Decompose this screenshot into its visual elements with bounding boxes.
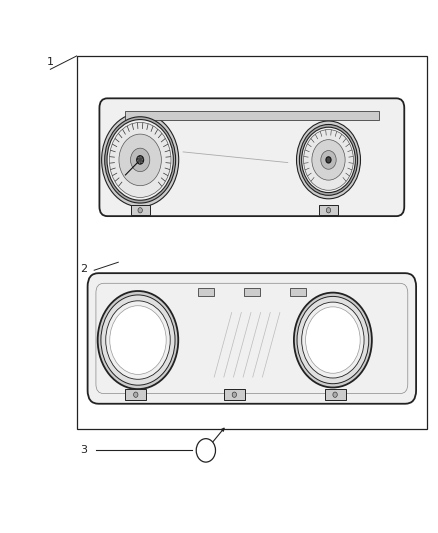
Circle shape — [131, 148, 150, 172]
Circle shape — [102, 113, 179, 207]
Circle shape — [312, 140, 345, 180]
Bar — [290, 288, 306, 296]
Circle shape — [107, 119, 173, 200]
Circle shape — [101, 295, 175, 385]
Circle shape — [326, 207, 331, 213]
Circle shape — [110, 306, 166, 374]
Bar — [198, 288, 214, 296]
Circle shape — [297, 296, 369, 384]
Bar — [125, 389, 146, 400]
Circle shape — [300, 125, 357, 195]
Circle shape — [138, 207, 142, 213]
Bar — [77, 56, 427, 429]
Circle shape — [119, 134, 161, 185]
Circle shape — [321, 150, 336, 169]
Circle shape — [105, 117, 176, 203]
FancyBboxPatch shape — [88, 273, 416, 404]
Circle shape — [302, 302, 364, 378]
Circle shape — [232, 392, 237, 398]
Text: 2: 2 — [80, 264, 87, 274]
Circle shape — [137, 156, 144, 164]
FancyBboxPatch shape — [125, 111, 379, 120]
Bar — [319, 206, 338, 215]
Circle shape — [98, 291, 178, 389]
Text: 3: 3 — [80, 446, 87, 455]
Bar — [244, 288, 260, 296]
Circle shape — [333, 392, 337, 398]
FancyBboxPatch shape — [99, 99, 404, 216]
Circle shape — [106, 301, 170, 379]
Circle shape — [302, 127, 355, 192]
Circle shape — [306, 307, 360, 373]
Bar — [325, 389, 346, 400]
Circle shape — [304, 130, 353, 190]
Text: 1: 1 — [47, 56, 54, 67]
Bar — [224, 389, 245, 400]
Bar — [131, 206, 150, 215]
Circle shape — [326, 157, 331, 163]
Circle shape — [297, 121, 360, 199]
Circle shape — [110, 123, 171, 197]
Circle shape — [294, 293, 372, 387]
Circle shape — [134, 392, 138, 398]
